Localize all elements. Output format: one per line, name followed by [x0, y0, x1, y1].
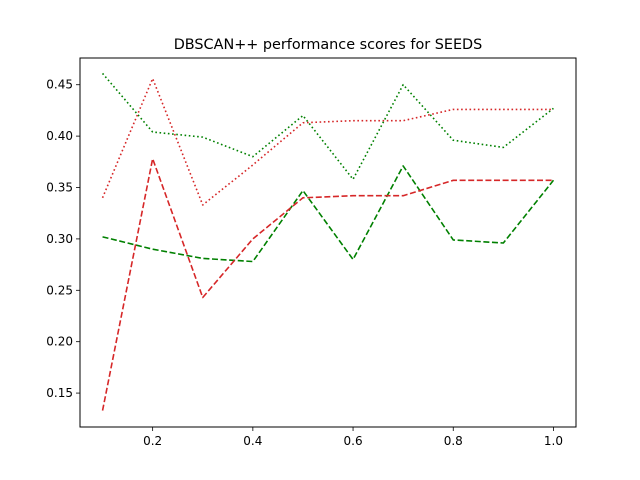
- x-tick-label: 1.0: [544, 434, 563, 448]
- series-line-0: [101, 72, 554, 181]
- x-axis: 0.2 0.4 0.6 0.8 1.0: [143, 427, 563, 448]
- plot-frame: [79, 57, 577, 428]
- x-tick-label: 0.2: [143, 434, 162, 448]
- chart-title: DBSCAN++ performance scores for SEEDS: [174, 37, 483, 53]
- y-tick-label: 0.20: [46, 335, 73, 349]
- series-layer: [101, 72, 555, 411]
- series-line-3: [101, 157, 554, 411]
- x-tick-label: 0.6: [344, 434, 363, 448]
- x-tick-label: 0.8: [444, 434, 463, 448]
- y-tick-label: 0.40: [46, 129, 73, 143]
- y-tick-label: 0.35: [46, 181, 73, 195]
- y-tick-label: 0.25: [46, 283, 73, 297]
- y-tick-label: 0.30: [46, 232, 73, 246]
- series-line-1: [101, 77, 554, 206]
- x-tick-label: 0.4: [243, 434, 262, 448]
- series-line-2: [102, 165, 555, 263]
- y-axis: 0.15 0.20 0.25 0.30 0.35 0.40 0.45: [46, 78, 80, 400]
- y-tick-label: 0.45: [46, 78, 73, 92]
- y-tick-label: 0.15: [46, 386, 73, 400]
